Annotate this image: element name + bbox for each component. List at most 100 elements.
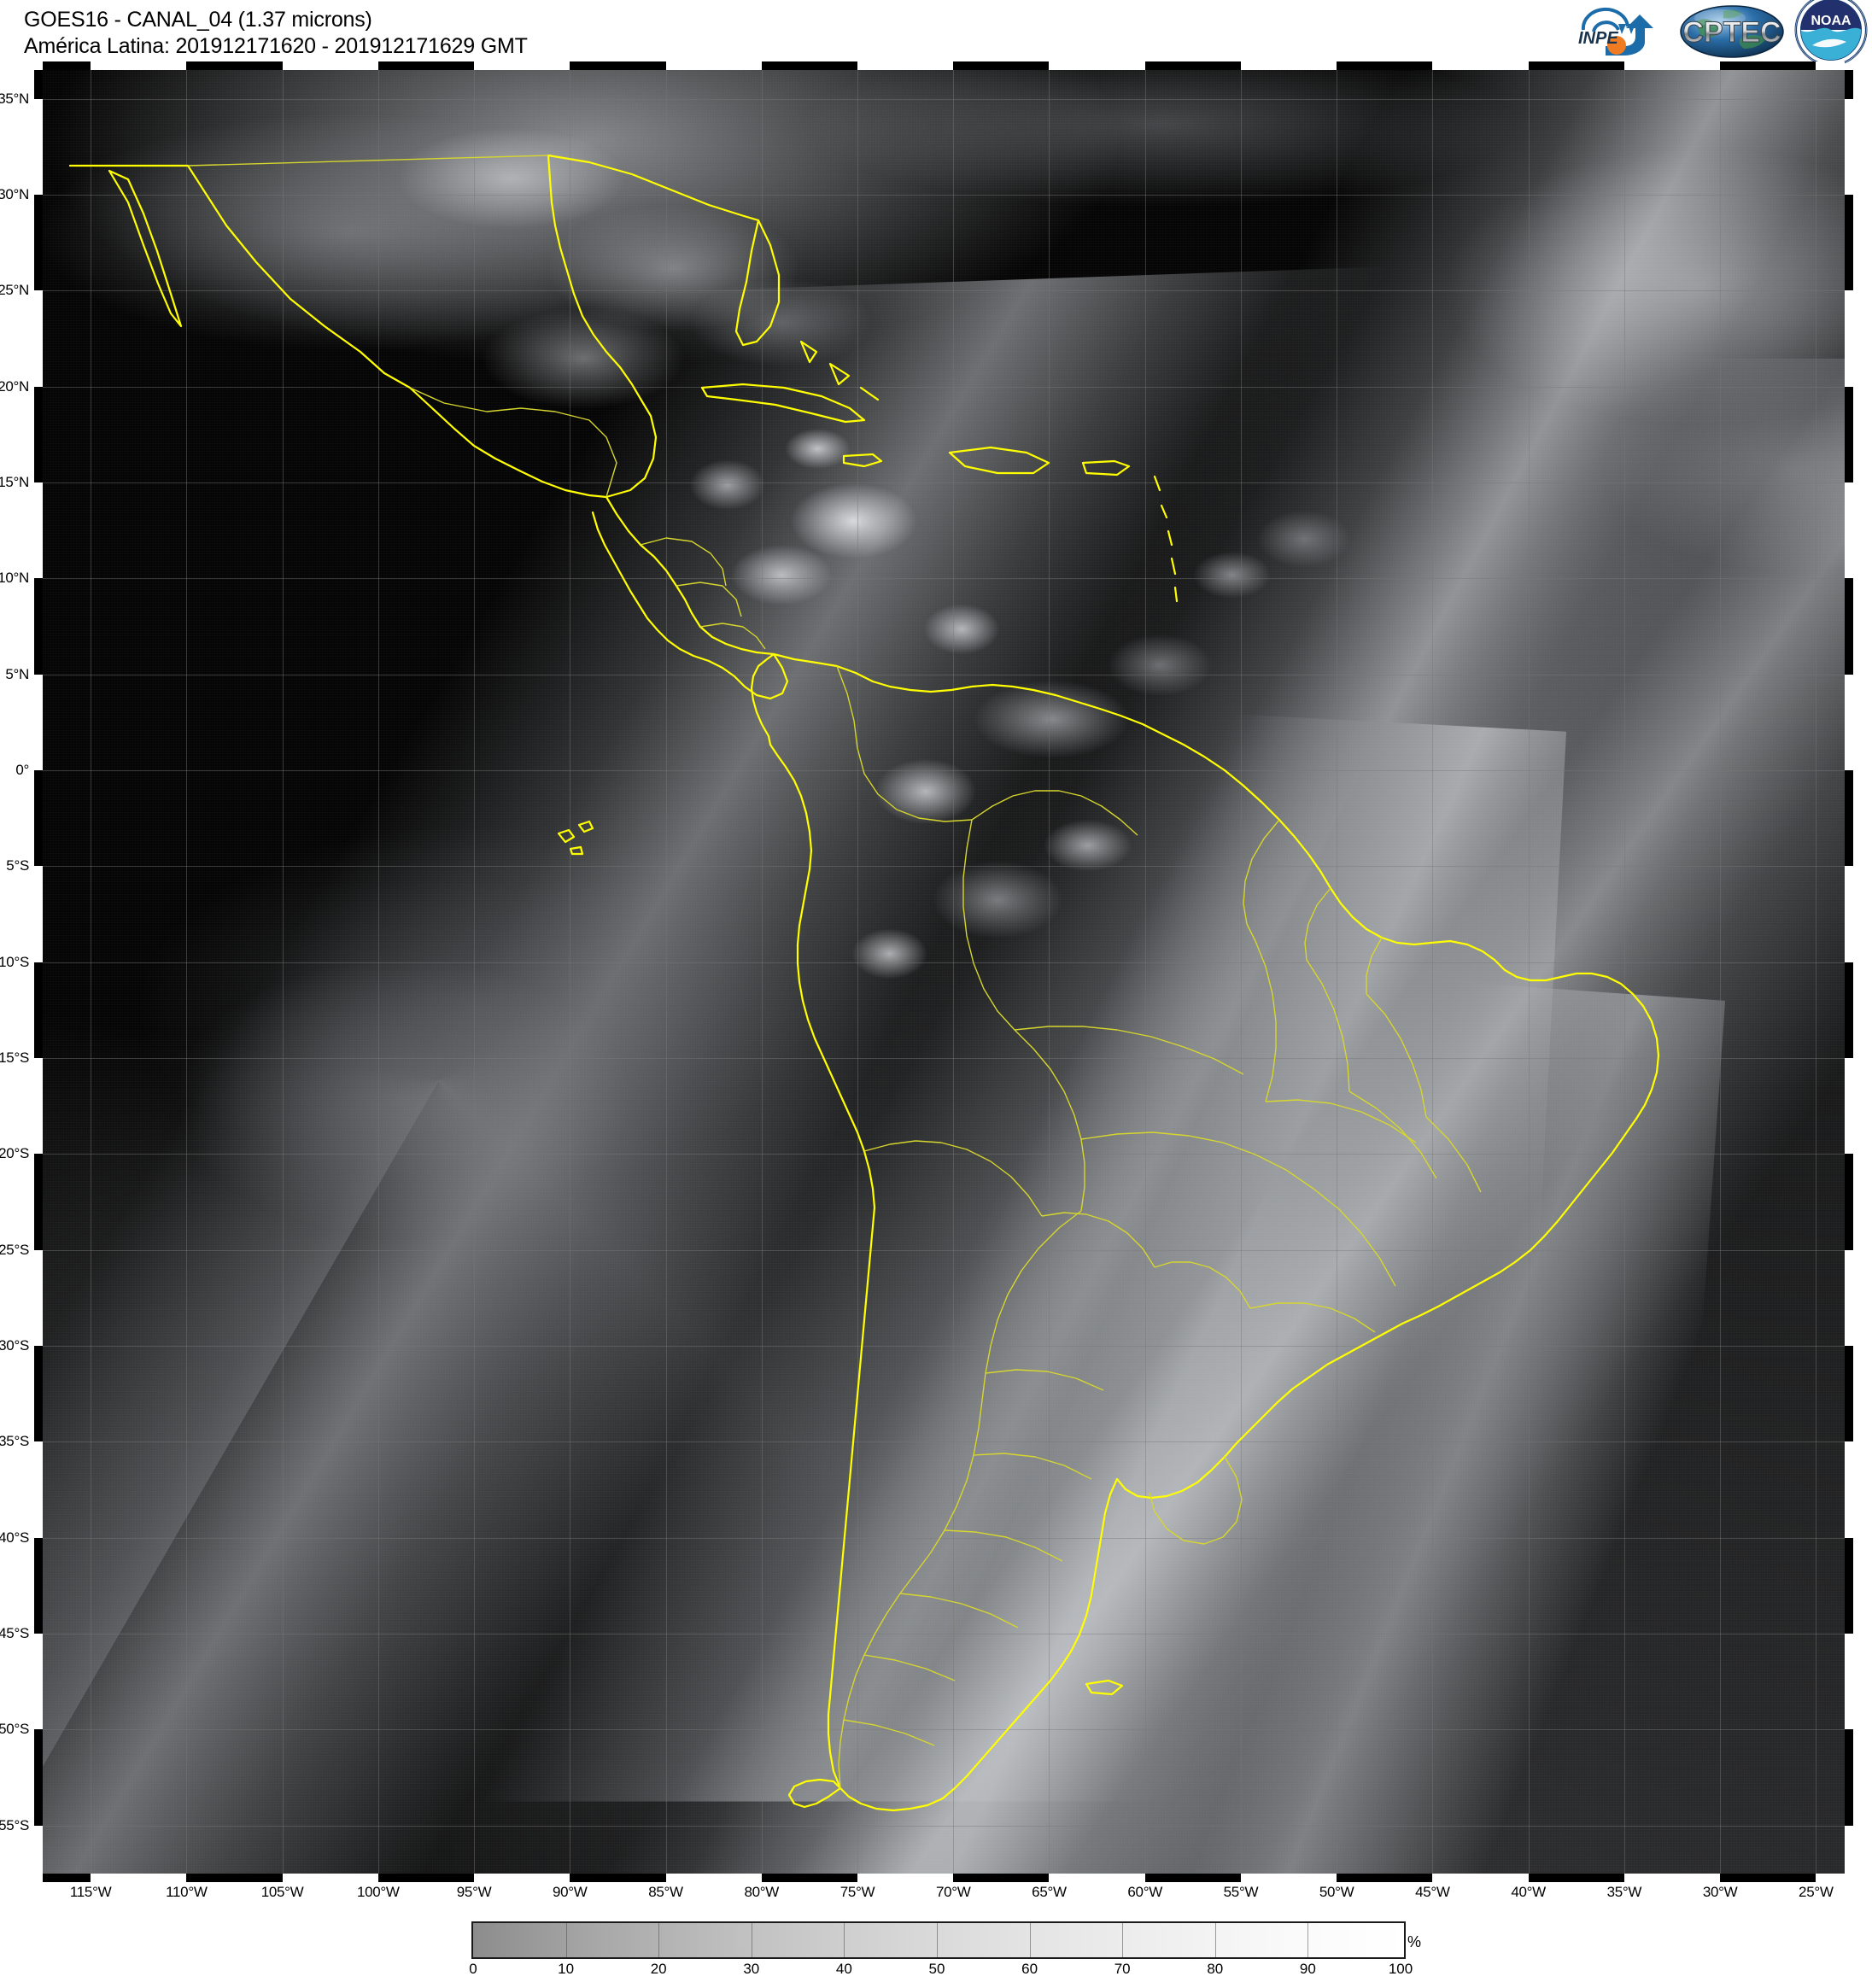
longitude-tick-label: 115°W — [69, 1884, 112, 1900]
colorbar-divider — [937, 1923, 938, 1957]
longitude-tick-label: 45°W — [1415, 1884, 1450, 1900]
axis-tick-segment — [34, 482, 43, 579]
axis-tick-segment — [1845, 195, 1853, 291]
longitude-tick-label: 75°W — [839, 1884, 875, 1900]
latitude-tick-label: 15°N — [0, 474, 29, 491]
axis-tick-segment — [1337, 1874, 1433, 1882]
colorbar-divider — [1029, 1923, 1031, 1957]
axis-tick-segment — [953, 61, 1050, 70]
colorbar-tick-label: 40 — [835, 1961, 852, 1977]
latitude-tick-label: 30°N — [0, 186, 29, 203]
axis-tick-segment — [1845, 578, 1853, 675]
axis-tick-segment — [282, 61, 378, 70]
latitude-tick-label: 10°S — [0, 953, 29, 970]
longitude-tick-label: 25°W — [1799, 1884, 1834, 1900]
svg-text:INPE: INPE — [1578, 29, 1618, 48]
logo-group: INPE — [1571, 0, 1870, 67]
colorbar-divider — [1214, 1923, 1216, 1957]
axis-tick-segment — [34, 1346, 43, 1442]
colorbar-divider — [1307, 1923, 1309, 1957]
colorbar-tick-label: 60 — [1021, 1961, 1038, 1977]
colorbar-tick-label: 10 — [558, 1961, 575, 1977]
axis-tick-segment — [34, 1537, 43, 1634]
axis-tick-segment — [1816, 1874, 1845, 1882]
longitude-tick-label: 35°W — [1606, 1884, 1642, 1900]
axis-tick-segment — [1845, 962, 1853, 1059]
axis-tick-segment — [34, 386, 43, 483]
inpe-logo: INPE — [1571, 1, 1672, 61]
axis-tick-segment — [1240, 61, 1337, 70]
longitude-tick-label: 70°W — [935, 1884, 971, 1900]
coastline-paths — [68, 154, 1660, 1812]
cptec-logo-icon: CPTEC — [1680, 5, 1784, 58]
axis-tick-segment — [34, 195, 43, 291]
axis-tick-segment — [474, 1874, 570, 1882]
noaa-logo-wordmark: NOAA — [1811, 14, 1852, 28]
latitude-tick-label: 5°S — [6, 857, 29, 874]
colorbar-tick-label: 100 — [1388, 1961, 1413, 1977]
longitude-tick-label: 85°W — [648, 1884, 683, 1900]
longitude-tick-label: 40°W — [1511, 1884, 1546, 1900]
axis-tick-band-right — [1845, 70, 1853, 1874]
title-product-line: GOES16 - CANAL_04 (1.37 microns) — [24, 8, 372, 32]
axis-tick-segment — [570, 1874, 666, 1882]
colorbar-gradient — [471, 1921, 1406, 1959]
axis-tick-segment — [91, 1874, 187, 1882]
colorbar-tick-label: 50 — [928, 1961, 945, 1977]
latitude-tick-label: 40°S — [0, 1529, 29, 1546]
latitude-tick-label: 25°S — [0, 1241, 29, 1258]
axis-tick-segment — [1432, 1874, 1529, 1882]
axis-tick-segment — [1845, 1537, 1853, 1634]
colorbar-legend: % 0 10 20 30 40 50 60 70 80 90 100 — [0, 1920, 1872, 1988]
colorbar-tick-label: 30 — [743, 1961, 760, 1977]
axis-tick-segment — [474, 61, 570, 70]
longitude-tick-label: 55°W — [1223, 1884, 1259, 1900]
satellite-image-plot[interactable] — [43, 70, 1845, 1874]
axis-tick-segment — [186, 61, 283, 70]
colorbar-divider — [844, 1923, 845, 1957]
longitude-tick-label: 60°W — [1127, 1884, 1162, 1900]
axis-tick-segment — [1845, 1346, 1853, 1442]
colorbar-divider — [565, 1923, 567, 1957]
axis-tick-band-left — [34, 70, 43, 1874]
latitude-tick-label: 55°S — [0, 1816, 29, 1833]
latitude-tick-label: 20°N — [0, 377, 29, 395]
title-region-time-line: América Latina: 201912171620 - 201912171… — [24, 34, 528, 58]
axis-tick-segment — [1432, 61, 1529, 70]
axis-tick-segment — [665, 61, 762, 70]
latitude-tick-label: 45°S — [0, 1625, 29, 1642]
colorbar-tick-label: 20 — [650, 1961, 667, 1977]
axis-tick-segment — [1049, 61, 1145, 70]
axis-tick-segment — [43, 61, 91, 70]
latitude-tick-label: 0° — [15, 762, 29, 779]
axis-tick-segment — [1845, 1729, 1853, 1826]
latitude-tick-label: 5°N — [5, 665, 29, 682]
axis-tick-segment — [1816, 61, 1845, 70]
latitude-tick-label: 20°S — [0, 1145, 29, 1162]
axis-tick-segment — [857, 1874, 954, 1882]
latitude-tick-label: 10°N — [0, 570, 29, 587]
inpe-logo-icon: INPE — [1578, 7, 1653, 56]
axis-tick-segment — [1240, 1874, 1337, 1882]
axis-tick-segment — [1720, 61, 1816, 70]
longitude-tick-label: 105°W — [260, 1884, 304, 1900]
longitude-tick-label: 80°W — [744, 1884, 780, 1900]
axis-tick-segment — [1528, 1874, 1624, 1882]
svg-text:CPTEC: CPTEC — [1682, 16, 1781, 49]
axis-tick-segment — [34, 866, 43, 962]
axis-tick-segment — [34, 1634, 43, 1730]
axis-tick-segment — [1845, 674, 1853, 771]
axis-tick-segment — [1845, 1058, 1853, 1155]
latitude-tick-label: 35°S — [0, 1433, 29, 1450]
axis-tick-segment — [34, 962, 43, 1059]
sensor-noise-texture — [43, 70, 1845, 1874]
axis-tick-segment — [1845, 1825, 1853, 1874]
axis-tick-segment — [43, 1874, 91, 1882]
axis-tick-segment — [34, 674, 43, 771]
axis-tick-segment — [282, 1874, 378, 1882]
axis-tick-segment — [857, 61, 954, 70]
axis-tick-segment — [34, 98, 43, 196]
axis-tick-segment — [1528, 61, 1624, 70]
latitude-tick-label: 30°S — [0, 1337, 29, 1354]
axis-tick-segment — [1623, 1874, 1721, 1882]
